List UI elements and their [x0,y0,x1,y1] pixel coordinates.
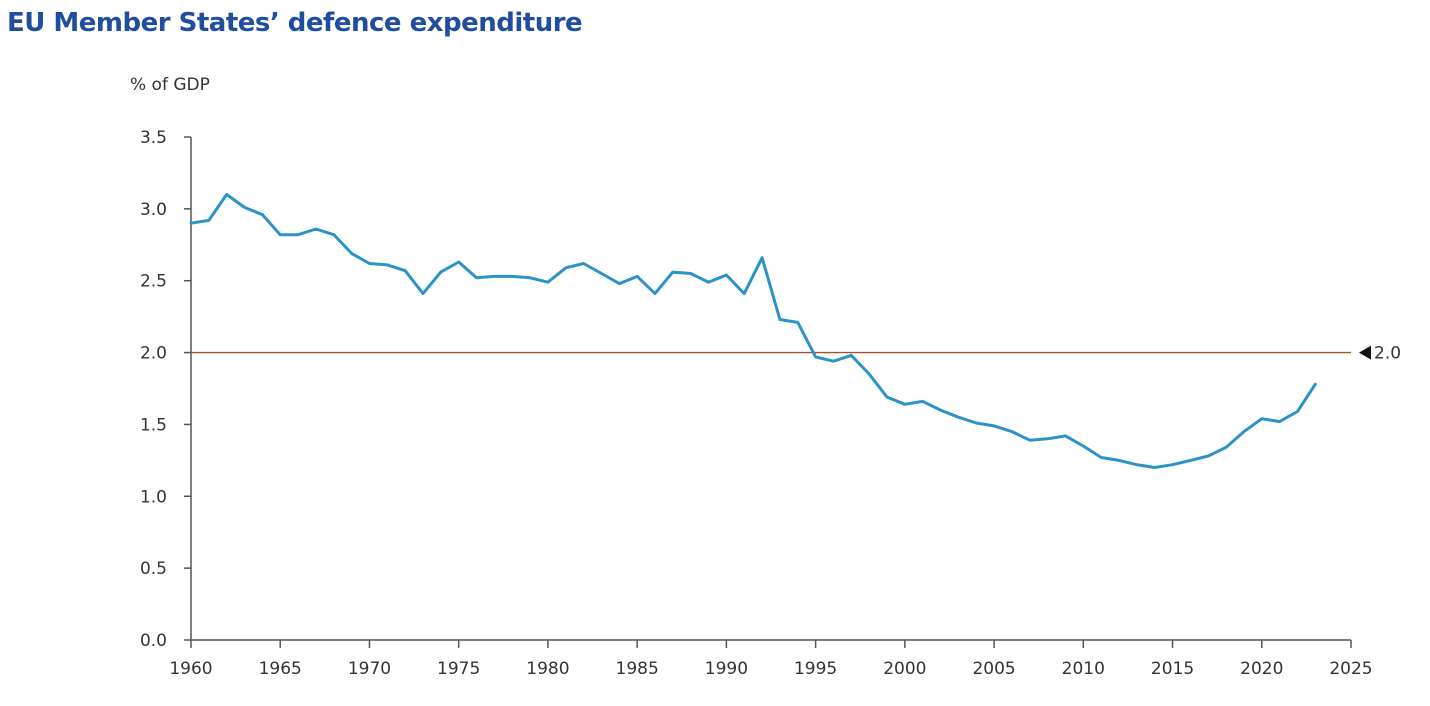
x-tick-label: 1965 [259,659,302,679]
data-point [814,355,817,358]
x-tick-label: 2025 [1329,659,1372,679]
x-tick-label: 1995 [794,659,837,679]
data-point [190,222,193,225]
data-point [600,272,603,275]
data-point [1010,430,1013,433]
data-point [1225,446,1228,449]
data-point [368,262,371,265]
data-point [1082,445,1085,448]
y-axis-unit-label: % of GDP [130,75,210,95]
x-tick-label: 1975 [437,659,480,679]
data-point [939,409,942,412]
y-tick-label: 2.0 [140,344,167,364]
data-point [1296,410,1299,413]
data-point [1118,459,1121,462]
x-tick-label: 1970 [348,659,391,679]
x-tick-label: 1960 [169,659,212,679]
data-point [582,262,585,265]
reference-marker-triangle [1359,345,1371,360]
data-point [386,263,389,266]
data-point [921,400,924,403]
data-point [689,272,692,275]
x-tick-label: 1985 [616,659,659,679]
x-tick-label: 2020 [1240,659,1283,679]
x-tick-label: 2005 [972,659,1015,679]
data-point [529,276,532,279]
data-point [654,292,657,295]
x-tick-label: 2015 [1151,659,1194,679]
y-tick-label: 1.5 [140,415,167,435]
data-point [350,252,353,255]
data-point [636,275,639,278]
data-point [850,354,853,357]
y-tick-label: 0.5 [140,559,167,579]
data-point [564,266,567,269]
data-point [725,274,728,277]
data-point [314,228,317,231]
data-point [1314,383,1317,386]
data-point [1135,463,1138,466]
data-point [707,281,710,284]
y-tick-label: 1.0 [140,487,167,507]
chart-title: EU Member States’ defence expenditure [7,8,583,38]
data-point [1260,417,1263,420]
x-tick-label: 2010 [1062,659,1105,679]
data-point [618,282,621,285]
data-point [1100,456,1103,459]
data-point [546,281,549,284]
data-point [332,233,335,236]
data-point [279,233,282,236]
data-point [957,416,960,419]
data-point [868,373,871,376]
data-point [743,292,746,295]
data-point [1028,439,1031,442]
x-tick-label: 1980 [526,659,569,679]
data-point [1171,463,1174,466]
data-point [261,213,264,216]
data-point [796,321,799,324]
data-point [457,261,460,264]
data-point [1242,430,1245,433]
data-point [993,424,996,427]
data-point [761,256,764,259]
data-point [511,275,514,278]
y-tick-label: 2.5 [140,272,167,292]
reference-line-group: 2.0 [191,344,1401,364]
data-point [1278,420,1281,423]
data-point [493,275,496,278]
data-point [886,396,889,399]
data-point [1153,466,1156,469]
data-point [1189,459,1192,462]
data-point [404,269,407,272]
data-point [297,233,300,236]
x-tick-label: 2000 [883,659,926,679]
axes: 0.0 0.5 1.0 1.5 2.0 2.5 3.0 3.5 1960 1965 1970 1975… [140,128,1373,679]
data-point [832,360,835,363]
data-point [225,193,228,196]
reference-line-label: 2.0 [1374,344,1401,364]
data-point [671,271,674,274]
data-point [207,219,210,222]
data-point [475,276,478,279]
y-tick-label: 3.5 [140,128,167,148]
data-point [1046,437,1049,440]
data-point [903,403,906,406]
data-point [422,292,425,295]
data-point [243,206,246,209]
series-line [189,193,1317,469]
data-point [975,422,978,425]
data-point [1064,434,1067,437]
data-point [439,271,442,274]
series-group [189,193,1317,469]
x-tick-label: 1990 [705,659,748,679]
data-point [778,318,781,321]
y-tick-label: 0.0 [140,631,167,651]
data-point [1207,455,1210,458]
y-tick-label: 3.0 [140,200,167,220]
